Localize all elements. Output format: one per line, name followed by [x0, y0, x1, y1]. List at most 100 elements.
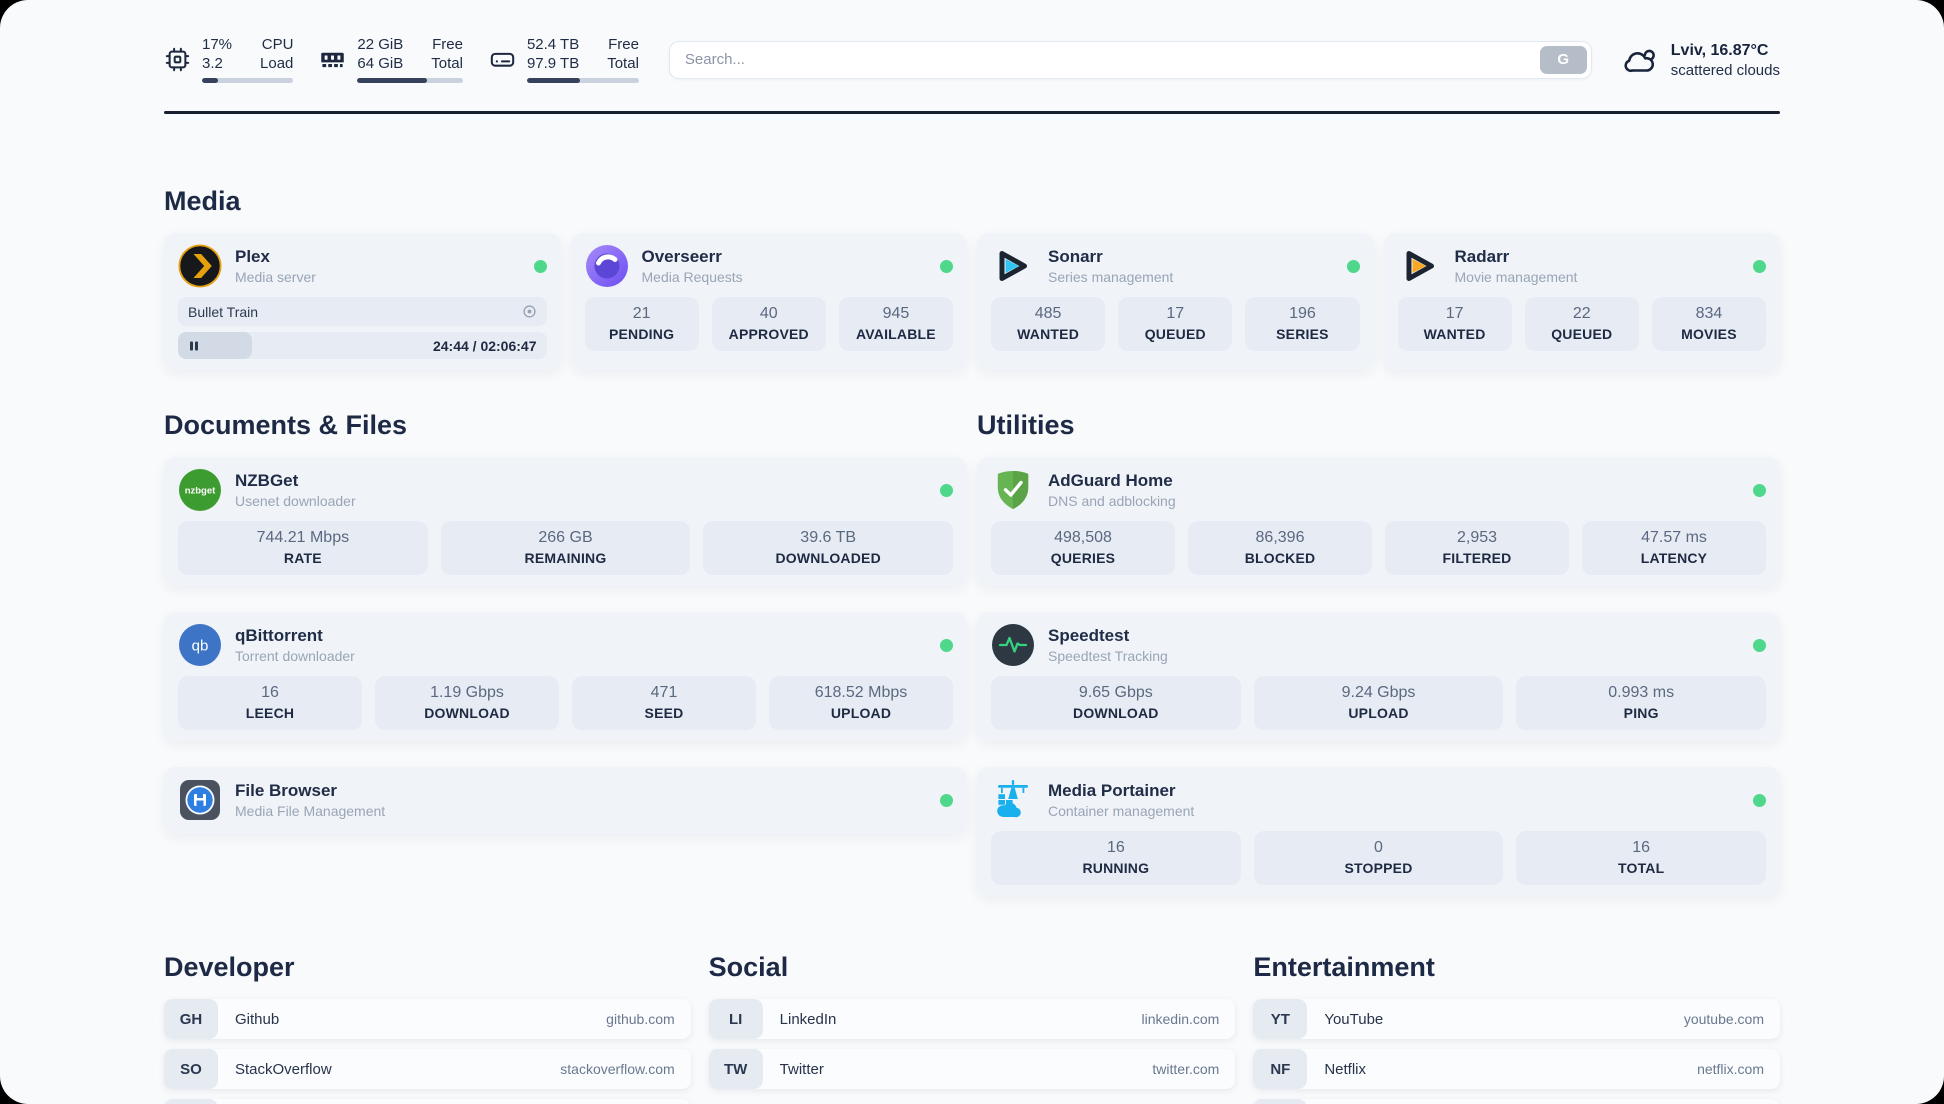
bookmark-abbr: RE — [1253, 1099, 1308, 1104]
stat-leech: 16 LEECH — [178, 676, 362, 730]
weather-condition: scattered clouds — [1670, 61, 1780, 79]
stat-queries: 498,508 QUERIES — [991, 521, 1175, 575]
app-name: Radarr — [1454, 247, 1510, 266]
app-card-plex[interactable]: Plex Media server Bullet Train — [164, 233, 561, 370]
section-title-utilities: Utilities — [977, 410, 1075, 440]
status-online-dot — [1346, 259, 1360, 273]
disk-total-label: Total — [607, 55, 639, 72]
portainer-icon — [991, 778, 1035, 822]
svg-text:qb: qb — [192, 638, 209, 655]
filebrowser-icon — [178, 778, 222, 822]
app-card-radarr[interactable]: Radarr Movie management 17 WANTED 22 QUE… — [1383, 233, 1780, 370]
player-progress-bar[interactable]: 24:44 / 02:06:47 — [178, 332, 547, 359]
bookmark-name: LinkedIn — [779, 1010, 837, 1028]
memory-free-label: Free — [432, 36, 463, 53]
cpu-usage-value: 17% — [202, 36, 233, 53]
stat-available: 945 AVAILABLE — [838, 297, 954, 351]
disk-progress-fill — [526, 78, 580, 83]
app-subtitle: Media Requests — [641, 269, 743, 285]
app-name: NZBGet — [235, 471, 299, 490]
disk-total-value: 97.9 TB — [526, 55, 580, 72]
app-card-nzbget[interactable]: nzbget NZBGet Usenet downloader 744.21 M… — [164, 457, 967, 586]
memory-progress-fill — [357, 78, 428, 83]
ram-icon — [319, 46, 346, 73]
memory-total-label: Total — [431, 55, 463, 72]
pause-icon[interactable] — [188, 340, 200, 352]
radarr-icon — [1398, 244, 1442, 288]
status-online-dot — [940, 483, 953, 497]
bookmark-url: youtube.com — [1683, 1011, 1764, 1027]
stat-total: 16 TOTAL — [1516, 831, 1767, 885]
app-card-overseerr[interactable]: Overseerr Media Requests 21 PENDING 40 A… — [570, 233, 967, 370]
app-subtitle: Media File Management — [235, 803, 386, 819]
section-title-developer: Developer — [164, 952, 295, 982]
bookmark-github[interactable]: GH Github github.com — [164, 999, 691, 1039]
stat-queued: 22 QUEUED — [1524, 297, 1639, 351]
stat-series: 196 SERIES — [1245, 297, 1360, 351]
app-card-filebrowser[interactable]: File Browser Media File Management — [164, 767, 967, 834]
bookmark-group-developer: Developer GH Github github.com SO StackO… — [164, 952, 691, 1104]
app-card-sonarr[interactable]: Sonarr Series management 485 WANTED 17 Q… — [977, 233, 1374, 370]
bookmark-abbr: LI — [708, 999, 763, 1039]
sonarr-icon — [991, 244, 1035, 288]
bookmark-youtube[interactable]: YT YouTube youtube.com — [1253, 999, 1780, 1039]
bookmark-url: twitter.com — [1152, 1061, 1220, 1077]
utilities-column: Utilities AdGuard Home DNS and adblockin… — [977, 410, 1780, 896]
search-input[interactable] — [668, 40, 1592, 79]
bookmark-name: Netflix — [1324, 1060, 1367, 1078]
cpu-stat: 17% CPU 3.2 Load — [164, 36, 294, 83]
memory-progress-track — [357, 78, 463, 83]
now-playing-title: Bullet Train — [188, 303, 259, 320]
stat-upload: 618.52 Mbps UPLOAD — [769, 676, 953, 730]
bookmark-reddit[interactable]: RE Reddit reddit.com — [1253, 1099, 1780, 1104]
app-card-portainer[interactable]: Media Portainer Container management 16 … — [977, 767, 1780, 896]
bookmark-group-entertainment: Entertainment YT YouTube youtube.com NF … — [1253, 952, 1780, 1104]
disk-stat: 52.4 TB Free 97.9 TB Total — [489, 36, 639, 83]
topbar: 17% CPU 3.2 Load — [164, 0, 1780, 83]
bookmark-name: YouTube — [1324, 1010, 1384, 1028]
bookmark-stackoverflow[interactable]: SO StackOverflow stackoverflow.com — [164, 1049, 691, 1089]
bookmark-abbr: SO — [164, 1049, 218, 1089]
system-stats: 17% CPU 3.2 Load — [164, 36, 639, 83]
player-time: 24:44 / 02:06:47 — [432, 337, 537, 354]
app-card-qbittorrent[interactable]: qb qBittorrent Torrent downloader 16 LEE… — [164, 612, 967, 741]
bookmark-dev[interactable]: DT DEV dev.to — [164, 1099, 691, 1104]
memory-stat: 22 GiB Free 64 GiB Total — [319, 36, 463, 83]
app-subtitle: DNS and adblocking — [1048, 493, 1176, 509]
cpu-progress-fill — [202, 78, 218, 83]
stat-movies: 834 MOVIES — [1651, 297, 1767, 351]
app-name: AdGuard Home — [1048, 471, 1173, 490]
search-bar: G — [668, 40, 1592, 79]
svg-text:nzbget: nzbget — [185, 486, 216, 497]
status-online-dot — [1753, 638, 1766, 652]
qbittorrent-icon: qb — [178, 623, 222, 667]
status-online-dot — [940, 793, 953, 807]
cpu-usage-label: CPU — [261, 36, 294, 53]
stat-wanted: 485 WANTED — [991, 297, 1106, 351]
overseerr-icon — [585, 244, 629, 288]
stat-remaining: 266 GB REMAINING — [440, 521, 691, 575]
adguard-icon — [991, 468, 1035, 512]
bookmark-abbr: GH — [164, 999, 218, 1039]
app-name: Speedtest — [1048, 626, 1130, 645]
status-online-dot — [1753, 483, 1766, 497]
disk-progress-track — [526, 78, 639, 83]
bookmark-abbr: DT — [164, 1099, 218, 1104]
stat-download: 9.65 Gbps DOWNLOAD — [991, 676, 1241, 730]
app-card-adguard[interactable]: AdGuard Home DNS and adblocking 498,508 … — [977, 457, 1780, 586]
stat-downloaded: 39.6 TB DOWNLOADED — [703, 521, 954, 575]
bookmark-netflix[interactable]: NF Netflix netflix.com — [1253, 1049, 1780, 1089]
bookmark-group-social: Social LI LinkedIn linkedin.com TW Twitt… — [708, 952, 1236, 1099]
bookmark-linkedin[interactable]: LI LinkedIn linkedin.com — [708, 999, 1236, 1039]
bookmark-twitter[interactable]: TW Twitter twitter.com — [708, 1049, 1236, 1089]
app-card-speedtest[interactable]: Speedtest Speedtest Tracking 9.65 Gbps D… — [977, 612, 1780, 741]
app-subtitle: Speedtest Tracking — [1048, 648, 1168, 664]
disk-icon — [489, 46, 516, 73]
stat-rate: 744.21 Mbps RATE — [178, 521, 428, 575]
section-title-documents: Documents & Files — [164, 410, 408, 440]
search-engine-button[interactable]: G — [1539, 45, 1587, 74]
app-subtitle: Container management — [1048, 803, 1195, 819]
stat-pending: 21 PENDING — [584, 297, 699, 351]
status-online-dot — [533, 259, 547, 273]
disc-icon[interactable] — [522, 304, 537, 319]
